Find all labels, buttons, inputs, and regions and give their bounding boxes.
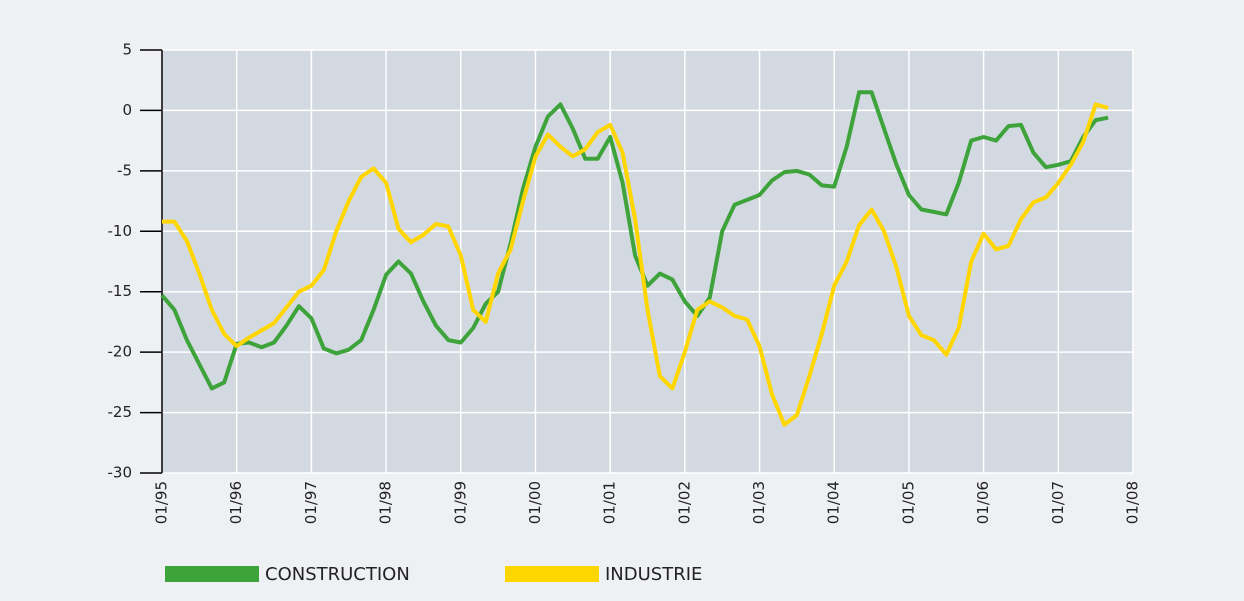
y-tick-label: 5 — [122, 41, 132, 59]
x-tick-label: 01/96 — [227, 481, 245, 524]
legend-swatch — [165, 566, 259, 582]
legend-swatch — [505, 566, 599, 582]
y-tick-label: -20 — [108, 343, 133, 361]
x-tick-label: 01/08 — [1124, 481, 1142, 524]
y-tick-label: -15 — [108, 282, 133, 300]
x-tick-label: 01/05 — [899, 481, 917, 524]
y-tick-label: -25 — [108, 403, 133, 421]
series-line — [162, 102, 1109, 427]
y-tick-label: -30 — [108, 464, 133, 482]
y-tick-label: 0 — [122, 101, 132, 119]
x-tick-label: 01/95 — [153, 481, 171, 524]
y-tick-label: -10 — [108, 222, 133, 240]
series-line — [160, 90, 1109, 391]
legend-label: CONSTRUCTION — [265, 564, 410, 585]
plot-area — [162, 50, 1133, 473]
x-tick-label: 01/06 — [974, 481, 992, 524]
x-tick-label: 01/97 — [302, 481, 320, 524]
x-tick-label: 01/04 — [825, 481, 843, 524]
x-tick-label: 01/03 — [750, 481, 768, 524]
y-tick-label: -5 — [117, 161, 132, 179]
x-tick-label: 01/99 — [451, 481, 469, 524]
x-tick-label: 01/00 — [526, 481, 544, 524]
x-tick-label: 01/98 — [377, 481, 395, 524]
legend-label: INDUSTRIE — [605, 564, 702, 585]
x-tick-label: 01/07 — [1049, 481, 1067, 524]
x-tick-label: 01/01 — [601, 481, 619, 524]
x-tick-label: 01/02 — [675, 481, 693, 524]
